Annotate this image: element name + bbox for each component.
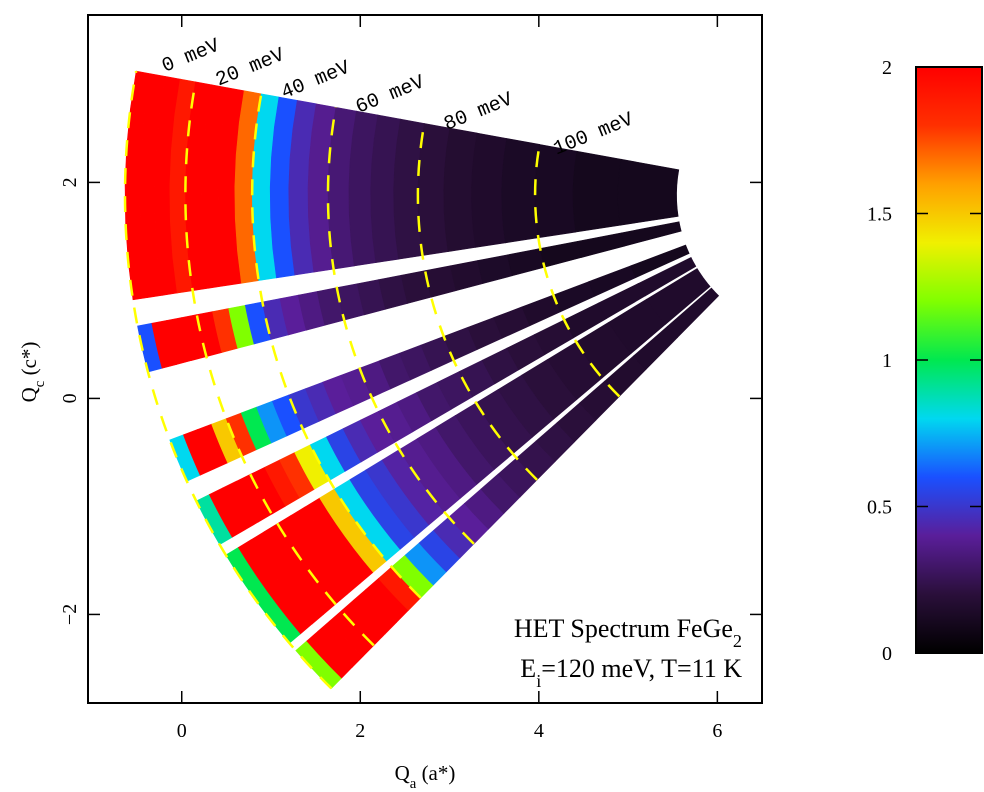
energy-line — [123, 70, 333, 690]
heatmap — [124, 70, 720, 689]
x-tick-label: 0 — [177, 720, 187, 742]
annotation-part: 2 — [733, 631, 742, 651]
y-axis-label-part: (c*) — [17, 342, 41, 381]
y-tick-label: 0 — [59, 393, 81, 403]
y-tick-label: 2 — [59, 177, 81, 187]
x-tick-label: 2 — [355, 720, 365, 742]
heatmap-cell — [646, 268, 711, 325]
heatmap-cell — [477, 254, 513, 284]
x-axis-label-part: Q — [395, 761, 410, 785]
heatmap-cell — [577, 232, 625, 258]
annotation: HET Spectrum FeGe2 — [514, 614, 742, 651]
x-axis-label: Qa (a*) — [395, 761, 456, 792]
y-axis-label: Qc (c*) — [17, 342, 48, 403]
x-axis-label-part: a — [410, 776, 417, 792]
energy-label: 100 meV — [550, 108, 637, 161]
heatmap-cell — [539, 240, 582, 268]
heatmap-cell — [572, 150, 622, 233]
energy-label: 60 meV — [353, 71, 428, 119]
colorbar-tick-label: 1 — [882, 350, 892, 372]
heatmap-cell — [617, 158, 680, 226]
x-axis-label-part: (a*) — [416, 761, 455, 785]
heatmap-cell — [450, 260, 484, 291]
energy-label: 40 meV — [278, 57, 353, 105]
colorbar-tick-label: 0 — [882, 643, 892, 665]
x-tick-label: 4 — [534, 720, 544, 742]
energy-line — [533, 144, 621, 398]
y-tick-label: −2 — [59, 604, 81, 625]
energy-label: 80 meV — [441, 88, 516, 136]
colorbar-tick-label: 2 — [882, 57, 892, 79]
annotation: Ei=120 meV, T=11 K — [520, 654, 742, 691]
heatmap-cell — [534, 144, 578, 239]
energy-lines — [123, 70, 621, 690]
heatmap-cell — [552, 281, 596, 313]
x-tick-label: 6 — [712, 720, 722, 742]
colorbar-tick-label: 1.5 — [867, 204, 892, 226]
plot-frame — [87, 14, 763, 704]
y-axis-label-part: Q — [17, 387, 41, 402]
annotation-part: =120 meV, T=11 K — [541, 654, 742, 683]
heatmap-cell — [507, 248, 545, 277]
heatmap-cell — [630, 244, 690, 279]
energy-line — [326, 107, 475, 545]
energy-label: 20 meV — [213, 44, 288, 92]
annotation-part: i — [536, 671, 541, 691]
heatmap-cell — [621, 221, 682, 247]
heatmap-cell — [638, 257, 697, 297]
y-axis-label-part: c — [32, 380, 48, 387]
heatmap-cell — [666, 287, 720, 338]
annotation-part: E — [520, 654, 536, 683]
colorbar-tick-label: 0.5 — [867, 497, 892, 519]
energy-line — [184, 81, 375, 647]
annotation-part: HET Spectrum FeGe — [514, 614, 733, 643]
